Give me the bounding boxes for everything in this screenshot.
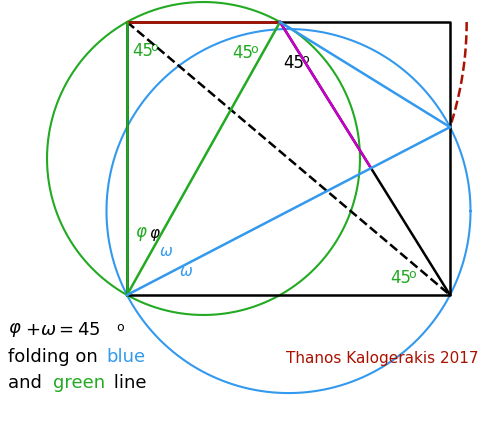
Text: $+\omega=45$: $+\omega=45$	[25, 321, 100, 339]
Text: $\omega$: $\omega$	[159, 244, 173, 259]
Text: green: green	[53, 374, 105, 392]
Text: line: line	[108, 374, 146, 392]
Text: $\omega$: $\omega$	[179, 264, 193, 279]
Text: o: o	[150, 41, 157, 54]
Text: 45: 45	[390, 269, 411, 287]
Text: 45: 45	[232, 44, 253, 62]
Text: blue: blue	[106, 348, 145, 366]
Text: o: o	[250, 43, 257, 56]
Text: o: o	[408, 268, 416, 281]
Text: folding on: folding on	[8, 348, 103, 366]
Text: $\varphi$: $\varphi$	[8, 321, 22, 339]
Text: $\varphi$: $\varphi$	[135, 225, 148, 243]
Text: Thanos Kalogerakis 2017: Thanos Kalogerakis 2017	[285, 351, 478, 366]
Text: $\varphi$: $\varphi$	[149, 227, 161, 243]
Text: o: o	[116, 321, 124, 334]
Text: o: o	[301, 53, 309, 66]
Text: 45: 45	[283, 54, 304, 72]
Text: and: and	[8, 374, 54, 392]
Text: 45: 45	[132, 42, 153, 60]
